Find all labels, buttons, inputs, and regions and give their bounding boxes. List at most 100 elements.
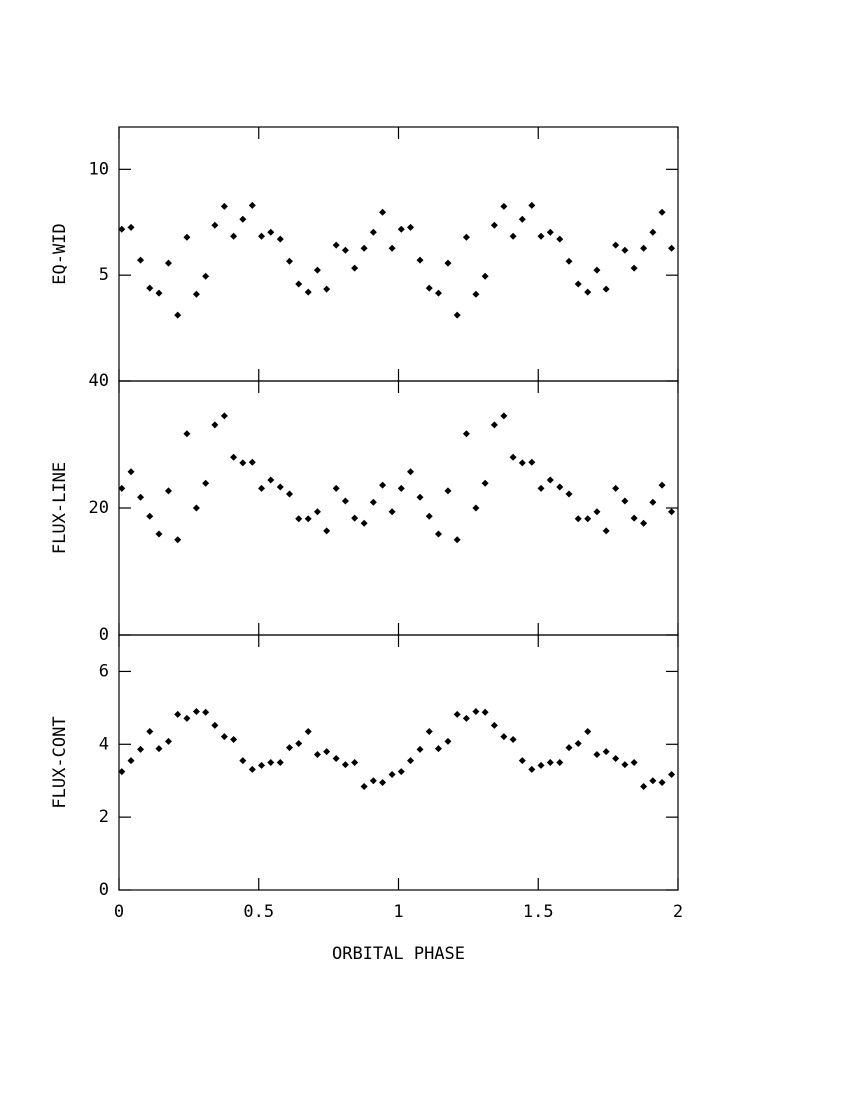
data-point — [490, 721, 498, 729]
data-point — [546, 759, 554, 766]
y-tick-label: 4 — [99, 734, 109, 754]
data-point — [434, 289, 442, 297]
data-point — [630, 759, 638, 766]
data-point — [416, 745, 424, 753]
data-point — [472, 290, 480, 298]
data-point — [267, 228, 275, 236]
data-point — [369, 777, 377, 785]
data-point — [453, 311, 461, 319]
data-point — [258, 232, 266, 240]
data-point — [593, 750, 601, 758]
data-point — [295, 740, 303, 748]
data-point — [192, 504, 200, 512]
data-point — [481, 708, 489, 716]
data-point — [518, 215, 526, 223]
data-point — [332, 754, 340, 762]
data-point — [490, 421, 498, 429]
data-point — [230, 232, 238, 240]
data-point — [584, 515, 592, 523]
data-point — [546, 228, 554, 236]
data-point — [183, 430, 191, 438]
data-point — [574, 280, 582, 288]
data-point — [211, 421, 219, 429]
data-point — [174, 536, 182, 544]
data-point — [155, 289, 163, 297]
data-point — [230, 453, 238, 461]
data-point — [211, 721, 219, 729]
data-point — [444, 259, 452, 267]
data-point — [407, 468, 415, 476]
data-point — [574, 740, 582, 748]
data-point — [258, 761, 266, 769]
data-point — [230, 736, 238, 744]
data-point — [565, 257, 573, 265]
data-point — [528, 765, 536, 773]
data-point — [649, 777, 657, 785]
data-point — [379, 779, 387, 787]
data-point — [137, 745, 145, 753]
y-tick-label: 0 — [99, 625, 109, 645]
data-point — [509, 736, 517, 744]
data-point — [528, 458, 536, 466]
data-point — [518, 757, 526, 765]
data-point — [341, 761, 349, 769]
data-point — [388, 771, 396, 779]
data-point — [518, 459, 526, 467]
y-tick-label: 0 — [99, 880, 109, 900]
data-point — [565, 490, 573, 498]
data-point — [276, 235, 284, 243]
data-point — [164, 259, 172, 267]
data-point — [574, 515, 582, 523]
data-point — [285, 257, 293, 265]
data-point — [556, 483, 564, 491]
y-axis-label: FLUX-LINE — [50, 462, 70, 554]
data-point — [323, 748, 331, 756]
data-point — [313, 508, 321, 516]
data-point — [602, 748, 610, 756]
data-point — [528, 201, 536, 209]
data-point — [220, 412, 228, 420]
data-point — [462, 430, 470, 438]
data-point — [137, 493, 145, 501]
data-point — [388, 244, 396, 252]
data-point — [425, 728, 433, 736]
data-point — [369, 228, 377, 236]
data-point — [276, 759, 284, 766]
data-point — [323, 527, 331, 535]
data-point — [481, 272, 489, 280]
data-point — [304, 515, 312, 523]
data-point — [137, 256, 145, 264]
y-tick-label: 10 — [89, 159, 109, 179]
data-point — [155, 745, 163, 753]
data-point — [612, 484, 620, 492]
data-point — [397, 225, 405, 233]
data-point — [490, 221, 498, 229]
data-point — [239, 757, 247, 765]
data-point — [248, 765, 256, 773]
data-point — [584, 728, 592, 736]
data-point — [416, 256, 424, 264]
data-point — [369, 498, 377, 506]
data-point — [472, 504, 480, 512]
plot-frame — [118, 380, 679, 636]
data-point — [537, 761, 545, 769]
data-point — [285, 490, 293, 498]
x-tick-label: 1.5 — [523, 902, 554, 922]
x-tick-label: 2 — [673, 902, 683, 922]
data-point — [155, 530, 163, 538]
data-point — [248, 458, 256, 466]
data-point — [341, 497, 349, 505]
data-point — [509, 453, 517, 461]
data-point — [649, 498, 657, 506]
data-point — [248, 201, 256, 209]
data-point — [500, 412, 508, 420]
y-tick-label: 40 — [89, 371, 109, 391]
data-point — [537, 484, 545, 492]
data-point — [239, 459, 247, 467]
data-point — [313, 750, 321, 758]
data-point — [202, 708, 210, 716]
x-tick-label: 1 — [393, 902, 403, 922]
data-point — [239, 215, 247, 223]
x-tick-label: 0.5 — [243, 902, 274, 922]
data-point — [304, 728, 312, 736]
